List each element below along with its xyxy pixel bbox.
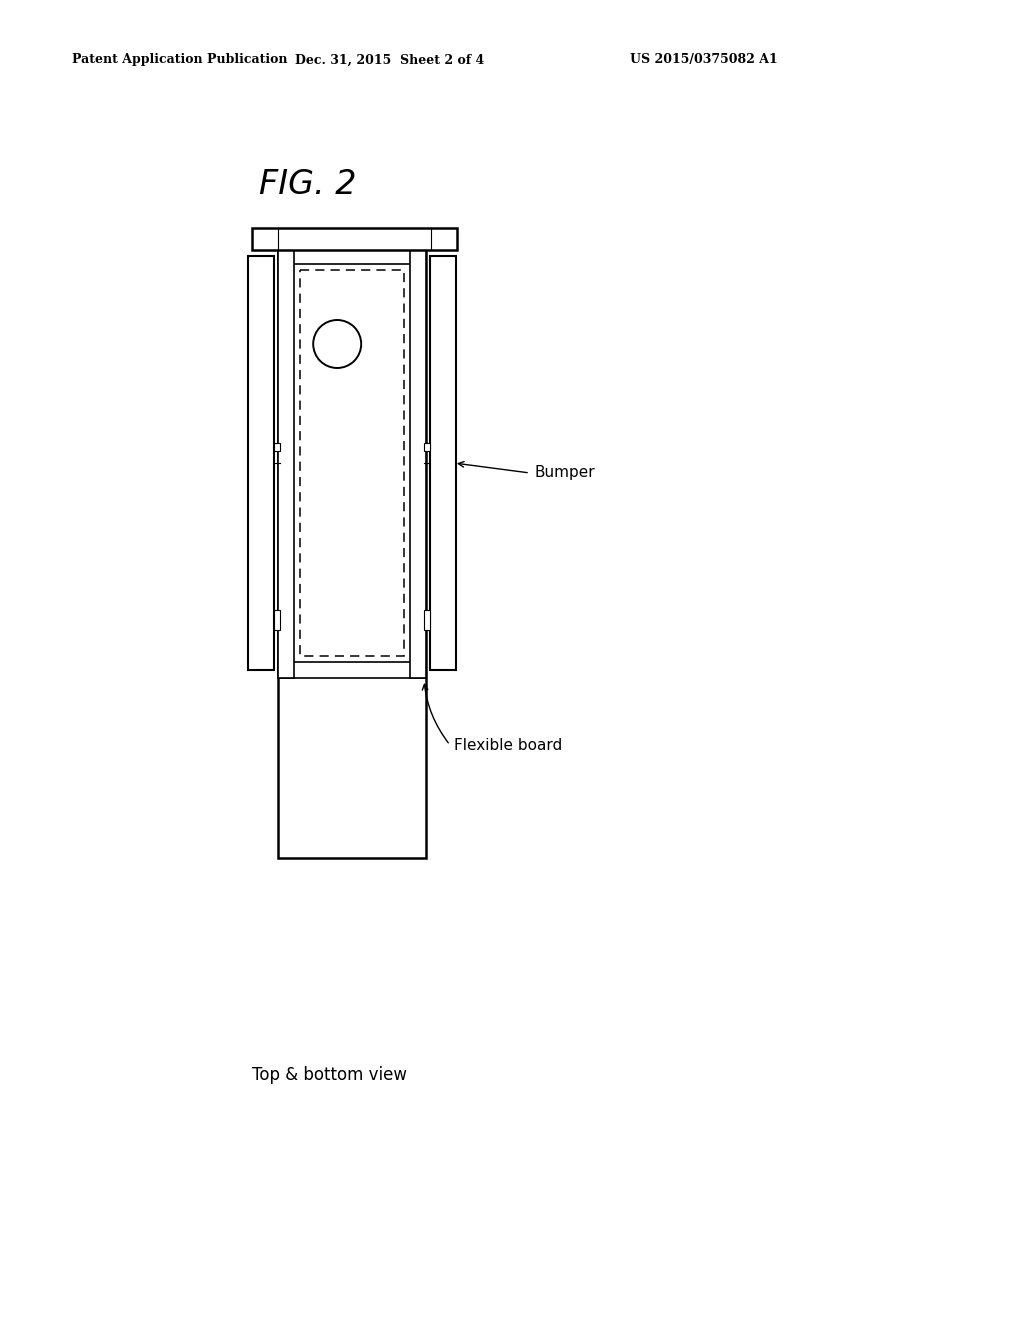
Text: US 2015/0375082 A1: US 2015/0375082 A1 [630, 54, 778, 66]
Text: Dec. 31, 2015  Sheet 2 of 4: Dec. 31, 2015 Sheet 2 of 4 [295, 54, 484, 66]
Text: Top & bottom view: Top & bottom view [253, 1067, 408, 1084]
Text: Bumper: Bumper [534, 466, 595, 480]
Bar [274, 610, 280, 630]
Bar [430, 256, 456, 671]
Bar [278, 663, 426, 678]
Bar [278, 248, 426, 264]
Bar [424, 444, 430, 451]
Bar [410, 248, 426, 678]
Bar [278, 248, 294, 678]
Text: Flexible board: Flexible board [454, 738, 562, 752]
Bar [278, 238, 426, 858]
Text: Patent Application Publication: Patent Application Publication [72, 54, 288, 66]
Text: FIG. 2: FIG. 2 [259, 169, 356, 202]
Bar [252, 228, 457, 249]
Bar [300, 271, 404, 656]
Bar [248, 256, 274, 671]
Bar [424, 610, 430, 630]
Bar [274, 444, 280, 451]
